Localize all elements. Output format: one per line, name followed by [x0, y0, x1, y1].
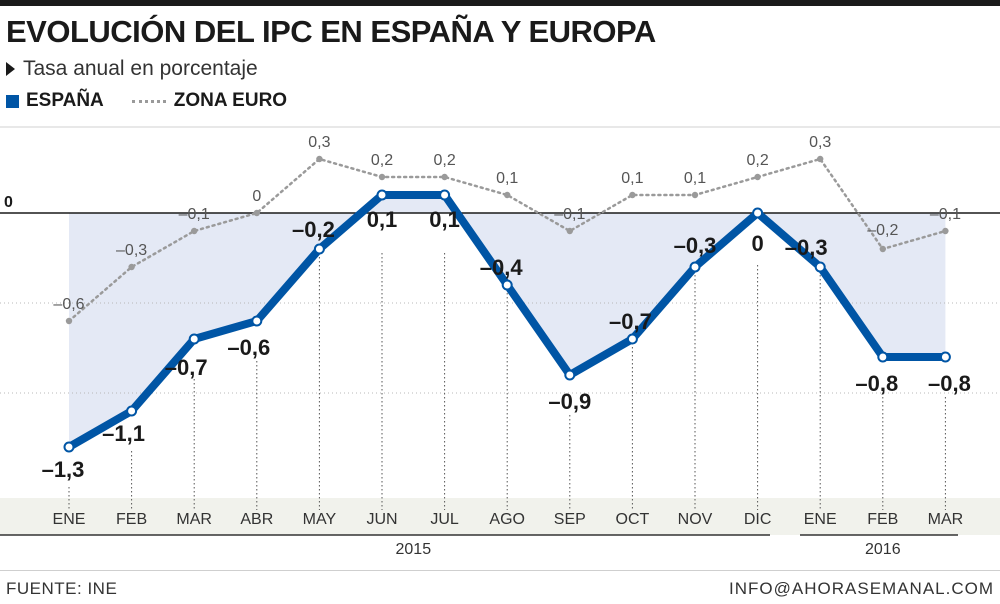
spain-label-6: 0,1	[429, 207, 460, 232]
spain-label-7: –0,4	[480, 255, 524, 280]
chart-subtitle: Tasa anual en porcentaje	[6, 57, 258, 81]
eurozone-point-4	[316, 155, 323, 163]
spain-point-4	[313, 243, 325, 255]
month-label-12: ENE	[804, 511, 837, 528]
spain-point-1	[126, 405, 138, 417]
month-label-8: SEP	[554, 511, 586, 528]
spain-point-5	[376, 189, 388, 201]
subtitle-text: Tasa anual en porcentaje	[23, 57, 258, 80]
spain-point-6	[439, 189, 451, 201]
eurozone-label-0: –0,6	[53, 296, 84, 313]
chart-title: EVOLUCIÓN DEL IPC EN ESPAÑA Y EUROPA	[6, 14, 656, 49]
source-note: FUENTE: INE	[6, 579, 118, 598]
month-label-9: OCT	[616, 511, 650, 528]
legend-spain-label: ESPAÑA	[26, 90, 104, 111]
month-label-6: JUL	[430, 511, 459, 528]
eurozone-point-12	[817, 155, 824, 163]
spain-label-8: –0,9	[548, 389, 591, 414]
year-label-2015: 2015	[396, 541, 432, 558]
spain-point-13	[877, 351, 889, 363]
legend-eurozone-label: ZONA EURO	[173, 90, 288, 111]
eurozone-label-12: 0,3	[809, 134, 831, 151]
eurozone-line	[67, 157, 947, 323]
spain-label-2: –0,7	[165, 355, 208, 380]
spain-point-14	[939, 351, 951, 363]
month-label-13: FEB	[867, 511, 898, 528]
spain-label-9: –0,7	[609, 309, 652, 334]
month-label-4: MAY	[303, 511, 337, 528]
eurozone-point-14	[942, 227, 949, 235]
eurozone-point-3	[253, 209, 260, 217]
eurozone-label-2: –0,1	[179, 206, 210, 223]
eurozone-label-6: 0,2	[433, 152, 455, 169]
spain-point-9	[626, 333, 638, 345]
spain-label-5: 0,1	[367, 207, 398, 232]
eurozone-point-13	[879, 245, 886, 253]
month-label-10: NOV	[678, 511, 713, 528]
spain-point-0	[63, 441, 75, 453]
spain-label-14: –0,8	[928, 371, 971, 396]
month-label-1: FEB	[116, 511, 147, 528]
top-rule	[0, 0, 1000, 6]
eurozone-label-11: 0,2	[746, 152, 768, 169]
spain-label-4: –0,2	[292, 217, 335, 242]
month-label-0: ENE	[53, 511, 86, 528]
eurozone-point-8	[566, 227, 573, 235]
month-label-11: DIC	[744, 511, 772, 528]
eurozone-label-8: –0,1	[554, 206, 585, 223]
eurozone-point-9	[629, 191, 636, 199]
legend-spain-swatch	[6, 94, 19, 108]
spain-point-7	[501, 279, 513, 291]
triangle-right-icon	[6, 62, 15, 76]
month-label-7: AGO	[489, 511, 525, 528]
eurozone-label-9: 0,1	[621, 170, 643, 187]
eurozone-point-6	[441, 173, 448, 181]
x-axis-band	[0, 498, 1000, 535]
eurozone-label-10: 0,1	[684, 170, 706, 187]
eurozone-point-2	[191, 227, 198, 235]
eurozone-label-5: 0,2	[371, 152, 393, 169]
eurozone-label-1: –0,3	[116, 242, 147, 259]
month-label-14: MAR	[928, 511, 964, 528]
eurozone-point-5	[378, 173, 386, 181]
month-label-3: ABR	[240, 511, 273, 528]
legend: ESPAÑA ZONA EURO	[6, 88, 287, 114]
eurozone-label-4: 0,3	[308, 134, 330, 151]
footer-divider	[0, 570, 1000, 571]
legend-eurozone-swatch	[131, 99, 166, 103]
eurozone-label-3: 0	[252, 188, 261, 205]
eurozone-point-7	[504, 191, 511, 199]
eurozone-point-11	[754, 173, 761, 181]
spain-area	[69, 195, 946, 447]
eurozone-point-10	[691, 191, 699, 199]
month-label-5: JUN	[366, 511, 397, 528]
spain-point-11	[752, 207, 764, 219]
spain-label-3: –0,6	[227, 335, 270, 360]
year-label-2016: 2016	[865, 541, 901, 558]
eurozone-point-1	[128, 263, 135, 271]
eurozone-label-7: 0,1	[496, 170, 518, 187]
contact-email: INFO@AHORASEMANAL.COM	[729, 579, 994, 598]
eurozone-label-13: –0,2	[867, 222, 898, 239]
eurozone-label-14: –0,1	[930, 206, 961, 223]
spain-label-10: –0,3	[674, 233, 717, 258]
zero-axis-label: 0	[4, 194, 13, 211]
spain-label-1: –1,1	[102, 421, 145, 446]
spain-label-12: –0,3	[785, 235, 828, 260]
spain-label-13: –0,8	[855, 371, 898, 396]
line-chart: 0 –0,6 –0,3 –0,1 0 0,3 0,2 0,2 0,1 –0,1 0,1 0,1 0,2 0…	[0, 126, 1000, 558]
spain-point-10	[689, 261, 701, 273]
spain-point-3	[251, 315, 263, 327]
month-label-2: MAR	[176, 511, 212, 528]
eurozone-point-0	[65, 317, 73, 325]
spain-point-2	[188, 333, 200, 345]
spain-point-12	[814, 261, 826, 273]
spain-label-0: –1,3	[42, 457, 85, 482]
spain-point-8	[564, 369, 576, 381]
spain-label-11: 0	[751, 231, 763, 256]
